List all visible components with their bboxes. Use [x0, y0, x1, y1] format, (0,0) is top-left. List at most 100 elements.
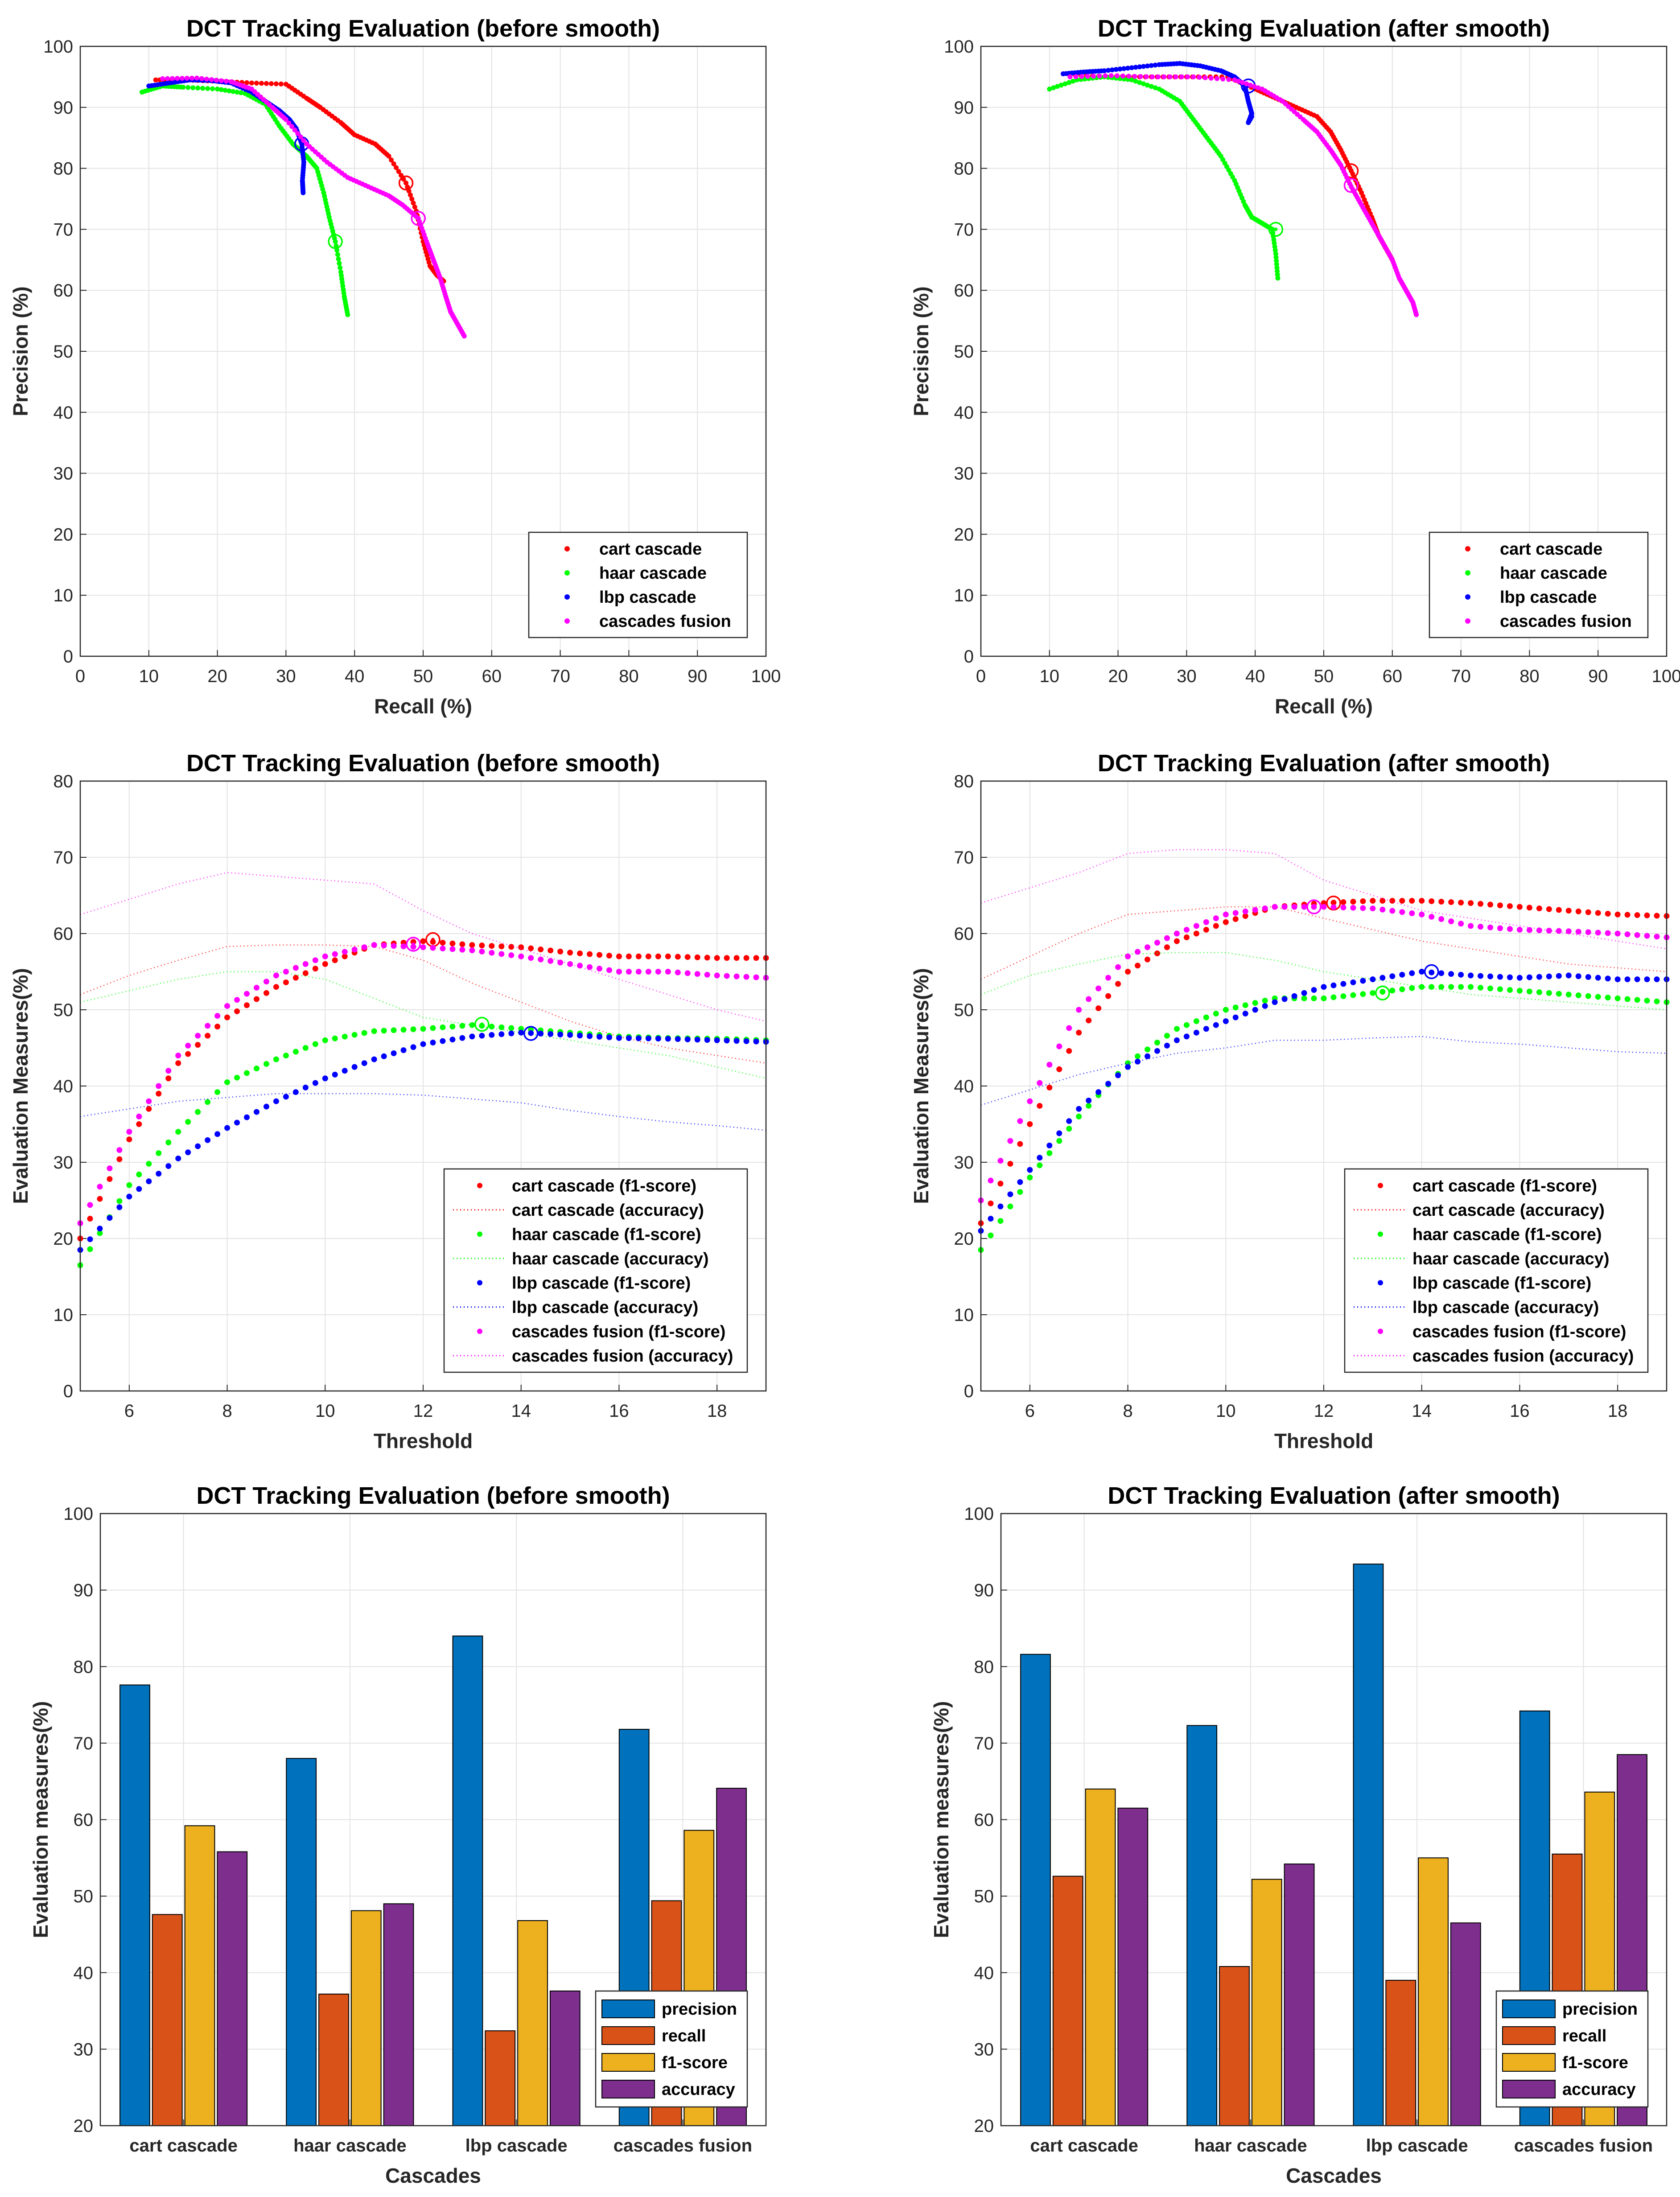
- bar: [549, 1990, 581, 2126]
- y-tick-label: 60: [74, 1810, 94, 1830]
- data-point: [988, 1200, 994, 1206]
- y-tick-label: 40: [54, 403, 74, 423]
- data-point: [1153, 85, 1158, 91]
- data-point: [1458, 984, 1464, 990]
- data-point: [1095, 985, 1102, 992]
- best-point-center: [412, 942, 416, 946]
- data-point: [1526, 927, 1532, 933]
- series-lbp-cascade: [1061, 61, 1256, 125]
- data-point: [1438, 899, 1445, 905]
- data-point: [1164, 1042, 1170, 1049]
- x-tick-label: 6: [124, 1401, 134, 1421]
- data-point: [1536, 989, 1542, 996]
- data-point: [1565, 928, 1572, 934]
- data-point: [1167, 74, 1173, 79]
- data-point: [1370, 897, 1376, 904]
- data-point: [1438, 916, 1445, 922]
- data-point: [675, 954, 681, 960]
- data-point: [391, 1027, 397, 1033]
- data-point: [489, 1032, 495, 1038]
- data-point: [1605, 911, 1611, 917]
- y-tick-label: 40: [54, 1077, 74, 1096]
- data-point: [1350, 979, 1356, 985]
- data-point: [528, 945, 534, 951]
- data-point: [420, 1041, 426, 1047]
- best-point-center: [431, 938, 435, 942]
- data-point: [1458, 921, 1464, 927]
- y-tick-label: 90: [74, 1581, 94, 1600]
- data-point: [1046, 1150, 1053, 1156]
- data-point: [1399, 897, 1405, 904]
- data-point: [322, 1037, 328, 1043]
- data-point: [1027, 1167, 1033, 1173]
- data-point: [153, 77, 158, 82]
- data-point: [733, 973, 740, 979]
- data-point: [1232, 910, 1239, 916]
- x-tick-label: lbp cascade: [465, 2136, 568, 2156]
- data-point: [538, 1030, 544, 1037]
- data-point: [675, 969, 681, 975]
- data-point: [263, 1103, 269, 1110]
- data-point: [1197, 74, 1202, 80]
- best-point-center: [1349, 183, 1353, 187]
- best-point-marker: [523, 1026, 539, 1041]
- chart-title: DCT Tracking Evaluation (after smooth): [1108, 1482, 1560, 1509]
- legend-marker: [1465, 618, 1470, 624]
- x-tick-label: 14: [511, 1401, 531, 1421]
- x-tick-label: cascades fusion: [1514, 2136, 1653, 2156]
- data-point: [223, 78, 229, 84]
- data-point: [1215, 76, 1220, 81]
- data-point: [361, 1060, 367, 1066]
- data-point: [1117, 66, 1123, 72]
- legend-label: precision: [662, 2000, 737, 2019]
- data-point: [1017, 1179, 1023, 1185]
- data-point: [215, 86, 220, 92]
- data-point: [1311, 987, 1317, 993]
- data-point: [1389, 908, 1396, 914]
- data-point: [386, 153, 391, 159]
- data-point: [1301, 904, 1307, 910]
- y-tick-label: 80: [54, 159, 74, 179]
- data-point: [126, 1182, 132, 1188]
- chart-title: DCT Tracking Evaluation (before smooth): [196, 1482, 670, 1509]
- data-point: [1556, 907, 1562, 913]
- y-tick-label: 50: [954, 342, 974, 362]
- data-point: [1161, 74, 1167, 79]
- y-tick-label: 0: [63, 647, 73, 667]
- data-point: [1174, 1026, 1180, 1032]
- y-axis-label: Evaluation measures(%): [930, 1701, 953, 1938]
- legend-marker: [477, 1280, 482, 1286]
- data-point: [165, 1140, 172, 1146]
- data-point: [1330, 994, 1337, 1000]
- data-point: [1145, 944, 1151, 950]
- data-point: [1027, 1098, 1033, 1104]
- data-point: [1614, 976, 1621, 983]
- data-point: [1507, 974, 1513, 980]
- data-point: [1252, 907, 1258, 913]
- data-point: [302, 1084, 309, 1090]
- bar: [1353, 1563, 1384, 2126]
- data-point: [204, 76, 209, 82]
- x-axis-label: Recall (%): [374, 695, 472, 718]
- data-point: [1585, 929, 1591, 935]
- data-point: [1133, 65, 1138, 70]
- data-point: [440, 1038, 446, 1044]
- data-point: [301, 190, 306, 195]
- data-point: [1487, 985, 1494, 992]
- data-point: [498, 1031, 505, 1037]
- data-point: [1575, 992, 1581, 999]
- data-point: [626, 969, 632, 975]
- data-point: [400, 943, 407, 950]
- y-tick-label: 0: [63, 1382, 73, 1401]
- data-point: [1085, 74, 1090, 79]
- data-point: [1097, 73, 1102, 78]
- best-point-center: [334, 239, 338, 243]
- legend-label: cascades fusion (accuracy): [1412, 1347, 1634, 1366]
- data-point: [165, 1163, 172, 1169]
- series-recall: [1052, 1853, 1583, 2127]
- data-point: [1066, 1025, 1072, 1031]
- data-point: [694, 954, 700, 960]
- data-point: [224, 1003, 231, 1009]
- data-point: [1056, 1043, 1062, 1049]
- data-point: [1105, 993, 1112, 999]
